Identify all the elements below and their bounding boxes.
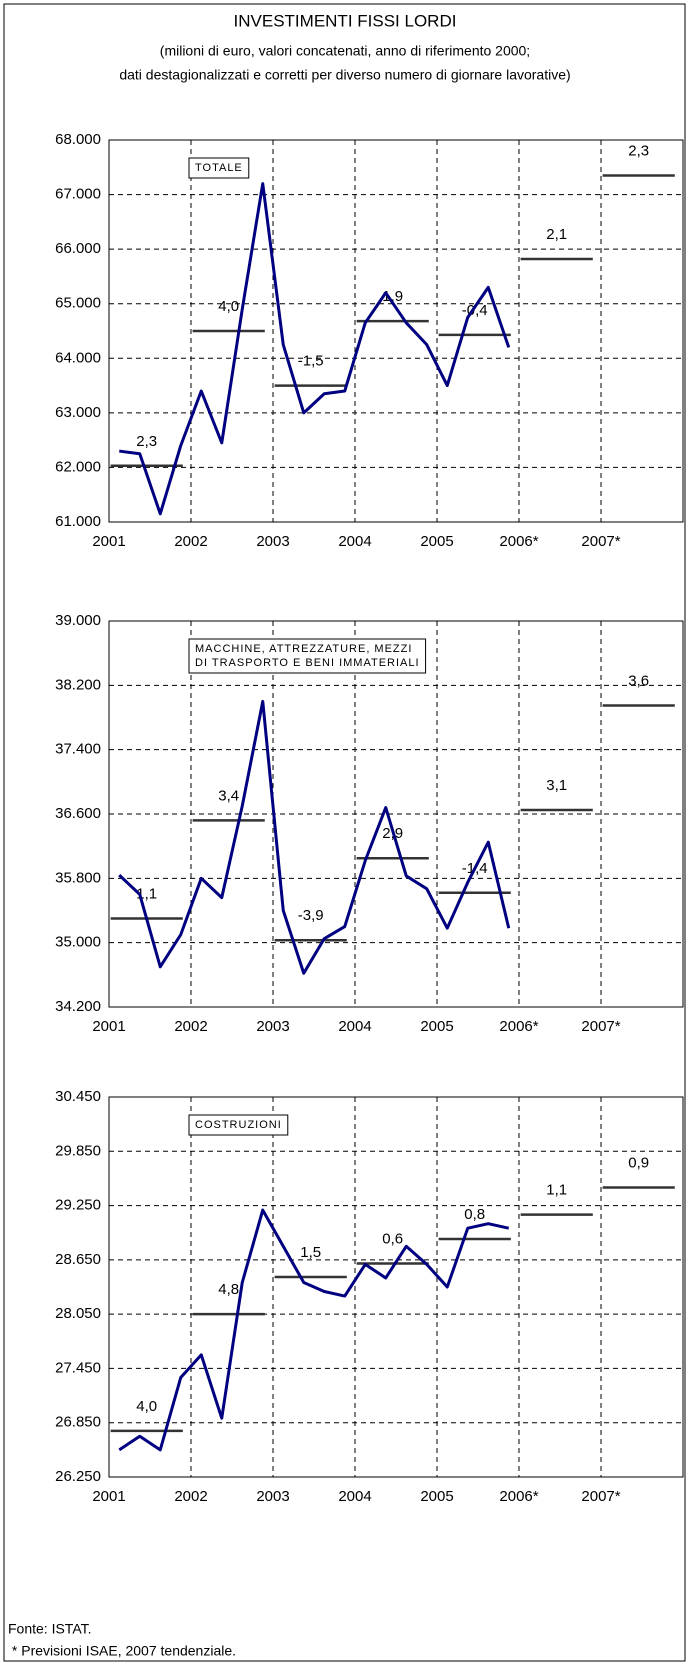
y-tick-label: 29.250 [55, 1197, 101, 1214]
y-tick-label: 68.000 [55, 131, 101, 148]
box-label-text: DI TRASPORTO E BENI IMMATERIALI [195, 657, 420, 669]
y-tick-label: 67.000 [55, 186, 101, 203]
x-tick-label: 2004 [338, 533, 371, 550]
growth-label: 2,3 [136, 433, 157, 450]
y-tick-label: 35.800 [55, 869, 101, 886]
y-tick-label: 39.000 [55, 612, 101, 629]
y-tick-label: 63.000 [55, 404, 101, 421]
x-tick-label: 2005 [420, 533, 453, 550]
growth-label: 3,1 [546, 777, 567, 794]
x-tick-label: 2003 [256, 533, 289, 550]
x-tick-label: 2002 [174, 1488, 207, 1505]
y-tick-label: 28.650 [55, 1251, 101, 1268]
growth-label: 4,0 [218, 298, 239, 315]
x-tick-label: 2001 [92, 1018, 125, 1035]
y-tick-label: 35.000 [55, 934, 101, 951]
y-tick-label: 37.400 [55, 741, 101, 758]
growth-label: 4,8 [218, 1281, 239, 1298]
x-tick-label: 2006* [499, 1488, 538, 1505]
series-line [118, 699, 511, 975]
y-tick-label: 64.000 [55, 349, 101, 366]
x-tick-label: 2007* [581, 1488, 620, 1505]
y-tick-label: 38.200 [55, 676, 101, 693]
growth-label: 1,1 [546, 1182, 567, 1199]
box-label-text: COSTRUZIONI [195, 1119, 282, 1131]
growth-label: 1,9 [382, 288, 403, 305]
growth-label: 3,4 [218, 787, 239, 804]
x-tick-label: 2004 [338, 1488, 371, 1505]
y-tick-label: 27.450 [55, 1359, 101, 1376]
x-tick-label: 2006* [499, 533, 538, 550]
x-tick-label: 2003 [256, 1018, 289, 1035]
x-tick-label: 2002 [174, 533, 207, 550]
y-tick-label: 66.000 [55, 240, 101, 257]
y-tick-label: 61.000 [55, 513, 101, 530]
box-label: COSTRUZIONI [188, 1114, 289, 1136]
x-tick-label: 2004 [338, 1018, 371, 1035]
growth-label: 4,0 [136, 1398, 157, 1415]
y-tick-label: 65.000 [55, 295, 101, 312]
plot-frame [108, 139, 684, 523]
y-tick-label: 34.200 [55, 998, 101, 1015]
series-line [119, 182, 511, 516]
x-tick-label: 2001 [92, 1488, 125, 1505]
subtitle: dati destagionalizzati e corretti per di… [119, 67, 570, 83]
box-frame [188, 157, 250, 179]
x-tick-label: 2006* [499, 1018, 538, 1035]
y-tick-label: 26.250 [55, 1468, 101, 1485]
growth-label: 3,6 [628, 672, 649, 689]
growth-label: -0,4 [462, 302, 488, 319]
x-tick-label: 2005 [420, 1018, 453, 1035]
plot-frame [108, 1096, 684, 1478]
y-tick-label: 36.600 [55, 805, 101, 822]
box-label-text: MACCHINE, ATTREZZATURE, MEZZI [195, 643, 412, 655]
box-frame [188, 1114, 289, 1136]
x-tick-label: 2002 [174, 1018, 207, 1035]
growth-label: 0,9 [628, 1154, 649, 1171]
series-line [118, 1208, 510, 1452]
title: INVESTIMENTI FISSI LORDI [234, 11, 457, 30]
x-tick-label: 2007* [581, 1018, 620, 1035]
subtitle: (milioni di euro, valori concatenati, an… [160, 43, 530, 59]
growth-label: 0,8 [464, 1206, 485, 1223]
y-tick-label: 62.000 [55, 458, 101, 475]
box-label: TOTALE [188, 157, 250, 179]
y-tick-label: 30.450 [55, 1088, 101, 1105]
growth-label: -1,5 [298, 353, 324, 370]
box-frame [188, 638, 427, 674]
growth-label: 0,6 [382, 1230, 403, 1247]
growth-label: 2,3 [628, 142, 649, 159]
growth-label: 2,1 [546, 226, 567, 243]
x-tick-label: 2003 [256, 1488, 289, 1505]
footer: Fonte: ISTAT. [8, 1621, 92, 1637]
footer: * Previsioni ISAE, 2007 tendenziale. [8, 1643, 236, 1659]
growth-label: 1,5 [300, 1244, 321, 1261]
box-label: MACCHINE, ATTREZZATURE, MEZZI DI TRASPORT… [188, 638, 427, 674]
x-tick-label: 2005 [420, 1488, 453, 1505]
box-label-text: TOTALE [195, 162, 243, 174]
y-tick-label: 29.850 [55, 1142, 101, 1159]
x-tick-label: 2007* [581, 533, 620, 550]
growth-label: -3,9 [298, 907, 324, 924]
plot-frame [108, 620, 684, 1008]
outer-border [3, 3, 686, 1662]
y-tick-label: 26.850 [55, 1414, 101, 1431]
x-tick-label: 2001 [92, 533, 125, 550]
y-tick-label: 28.050 [55, 1305, 101, 1322]
